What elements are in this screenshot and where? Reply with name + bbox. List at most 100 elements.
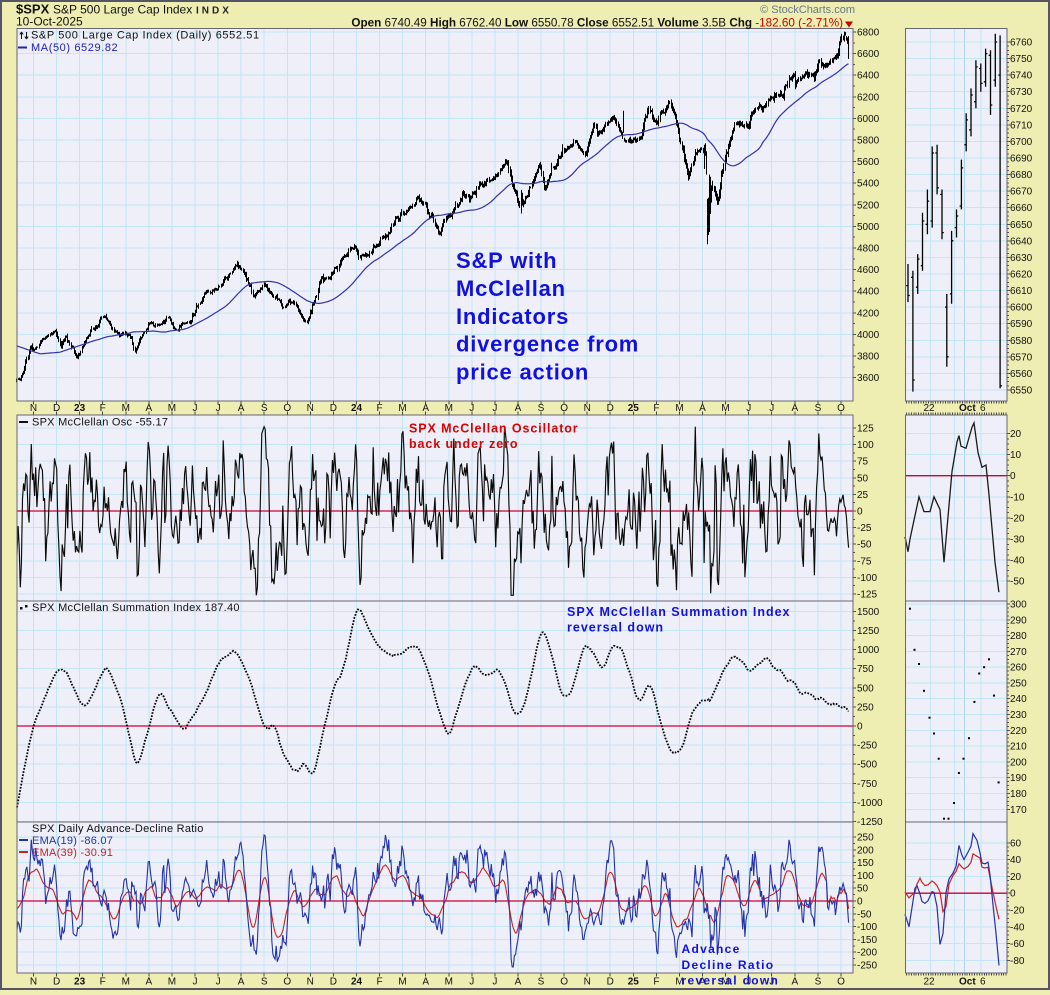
svg-text:N: N	[584, 977, 591, 988]
svg-text:1250: 1250	[857, 626, 880, 637]
svg-text:0: 0	[1010, 889, 1016, 900]
svg-text:O: O	[560, 977, 568, 988]
svg-text:5400: 5400	[857, 179, 880, 190]
svg-text:S: S	[815, 977, 822, 988]
svg-text:-20: -20	[1010, 513, 1025, 524]
svg-text:250: 250	[857, 833, 874, 844]
svg-text:-500: -500	[857, 760, 877, 771]
svg-text:M: M	[721, 403, 729, 414]
svg-text:6690: 6690	[1010, 154, 1033, 165]
svg-text:J: J	[469, 403, 474, 414]
svg-text:F: F	[100, 977, 106, 988]
svg-text:170: 170	[1010, 805, 1027, 816]
svg-text:O: O	[283, 403, 291, 414]
svg-text:300: 300	[1010, 600, 1027, 611]
svg-text:M: M	[168, 403, 176, 414]
svg-text:5600: 5600	[857, 157, 880, 168]
svg-text:23: 23	[74, 403, 86, 414]
svg-text:-750: -750	[857, 779, 877, 790]
svg-text:24: 24	[351, 403, 363, 414]
svg-text:5800: 5800	[857, 136, 880, 147]
svg-text:D: D	[607, 977, 614, 988]
svg-text:S: S	[538, 403, 545, 414]
svg-text:back under zero: back under zero	[409, 437, 518, 451]
svg-text:6670: 6670	[1010, 187, 1033, 198]
svg-text:60: 60	[1010, 838, 1022, 849]
svg-text:-100: -100	[857, 922, 877, 933]
svg-text:150: 150	[857, 858, 874, 869]
svg-text:O: O	[560, 403, 568, 414]
svg-text:J: J	[216, 403, 221, 414]
svg-text:0: 0	[857, 722, 863, 733]
svg-text:Decline Ratio: Decline Ratio	[682, 958, 775, 972]
svg-text:SPX McClellan Summation Index: SPX McClellan Summation Index 187.40	[32, 602, 240, 614]
svg-text:-250: -250	[857, 741, 877, 752]
svg-text:A: A	[699, 977, 706, 988]
svg-text:-100: -100	[857, 573, 877, 584]
svg-text:1000: 1000	[857, 645, 880, 656]
svg-text:-80: -80	[1010, 956, 1025, 967]
svg-text:20: 20	[1010, 429, 1022, 440]
svg-text:M: M	[398, 403, 406, 414]
svg-text:SPX Daily Advance-Decline Rati: SPX Daily Advance-Decline Ratio	[32, 823, 204, 835]
svg-text:220: 220	[1010, 726, 1027, 737]
svg-text:75: 75	[857, 457, 869, 468]
svg-text:-60: -60	[1010, 939, 1025, 950]
svg-text:-150: -150	[857, 935, 877, 946]
svg-text:S&P 500 Large Cap Index (Daily: S&P 500 Large Cap Index (Daily) 6552.51	[31, 30, 260, 42]
svg-text:N: N	[584, 403, 591, 414]
svg-text:EMA(19) -86.07: EMA(19) -86.07	[32, 835, 113, 847]
svg-text:reversal down: reversal down	[682, 974, 780, 988]
svg-text:4000: 4000	[857, 330, 880, 341]
svg-text:F: F	[653, 977, 659, 988]
svg-text:-40: -40	[1010, 556, 1025, 567]
svg-text:J: J	[469, 977, 474, 988]
svg-text:F: F	[377, 403, 383, 414]
svg-text:© StockCharts.com: © StockCharts.com	[760, 4, 855, 16]
svg-text:J: J	[769, 403, 774, 414]
svg-text:A: A	[422, 977, 429, 988]
svg-text:S&P 500 Large Cap Index: S&P 500 Large Cap Index	[53, 3, 192, 17]
svg-text:6610: 6610	[1010, 286, 1033, 297]
svg-text:M: M	[398, 977, 406, 988]
svg-text:A: A	[515, 977, 522, 988]
svg-text:180: 180	[1010, 789, 1027, 800]
svg-text:M: M	[675, 977, 683, 988]
svg-text:Oct: Oct	[959, 977, 976, 988]
svg-text:J: J	[492, 403, 497, 414]
svg-text:O: O	[837, 977, 845, 988]
svg-text:100: 100	[857, 871, 874, 882]
svg-text:-1250: -1250	[857, 817, 883, 828]
svg-text:290: 290	[1010, 615, 1027, 626]
svg-text:S: S	[261, 403, 268, 414]
svg-text:J: J	[746, 403, 751, 414]
svg-text:50: 50	[857, 884, 869, 895]
svg-text:210: 210	[1010, 742, 1027, 753]
svg-text:-50: -50	[857, 540, 872, 551]
svg-text:SPX McClellan Osc -55.17: SPX McClellan Osc -55.17	[32, 417, 168, 429]
svg-text:6650: 6650	[1010, 220, 1033, 231]
svg-text:5200: 5200	[857, 200, 880, 211]
svg-text:D: D	[53, 977, 60, 988]
svg-text:3800: 3800	[857, 352, 880, 363]
svg-text:A: A	[238, 403, 245, 414]
svg-text:MA(50) 6529.82: MA(50) 6529.82	[31, 42, 118, 54]
svg-text:200: 200	[857, 845, 874, 856]
svg-text:A: A	[791, 403, 798, 414]
svg-text:M: M	[122, 403, 130, 414]
svg-text:A: A	[791, 977, 798, 988]
svg-text:6590: 6590	[1010, 319, 1033, 330]
svg-text:6680: 6680	[1010, 170, 1033, 181]
svg-text:M: M	[675, 403, 683, 414]
svg-text:250: 250	[857, 702, 874, 713]
svg-text:-1000: -1000	[857, 798, 883, 809]
svg-text:M: M	[445, 977, 453, 988]
svg-text:M: M	[168, 977, 176, 988]
svg-text:SPX McClellan Summation Index: SPX McClellan Summation Index	[567, 605, 791, 619]
svg-text:6200: 6200	[857, 92, 880, 103]
svg-text:0: 0	[857, 507, 863, 518]
svg-text:price action: price action	[456, 360, 589, 385]
svg-text:750: 750	[857, 664, 874, 675]
svg-text:S&P with: S&P with	[456, 248, 557, 273]
svg-text:J: J	[193, 403, 198, 414]
